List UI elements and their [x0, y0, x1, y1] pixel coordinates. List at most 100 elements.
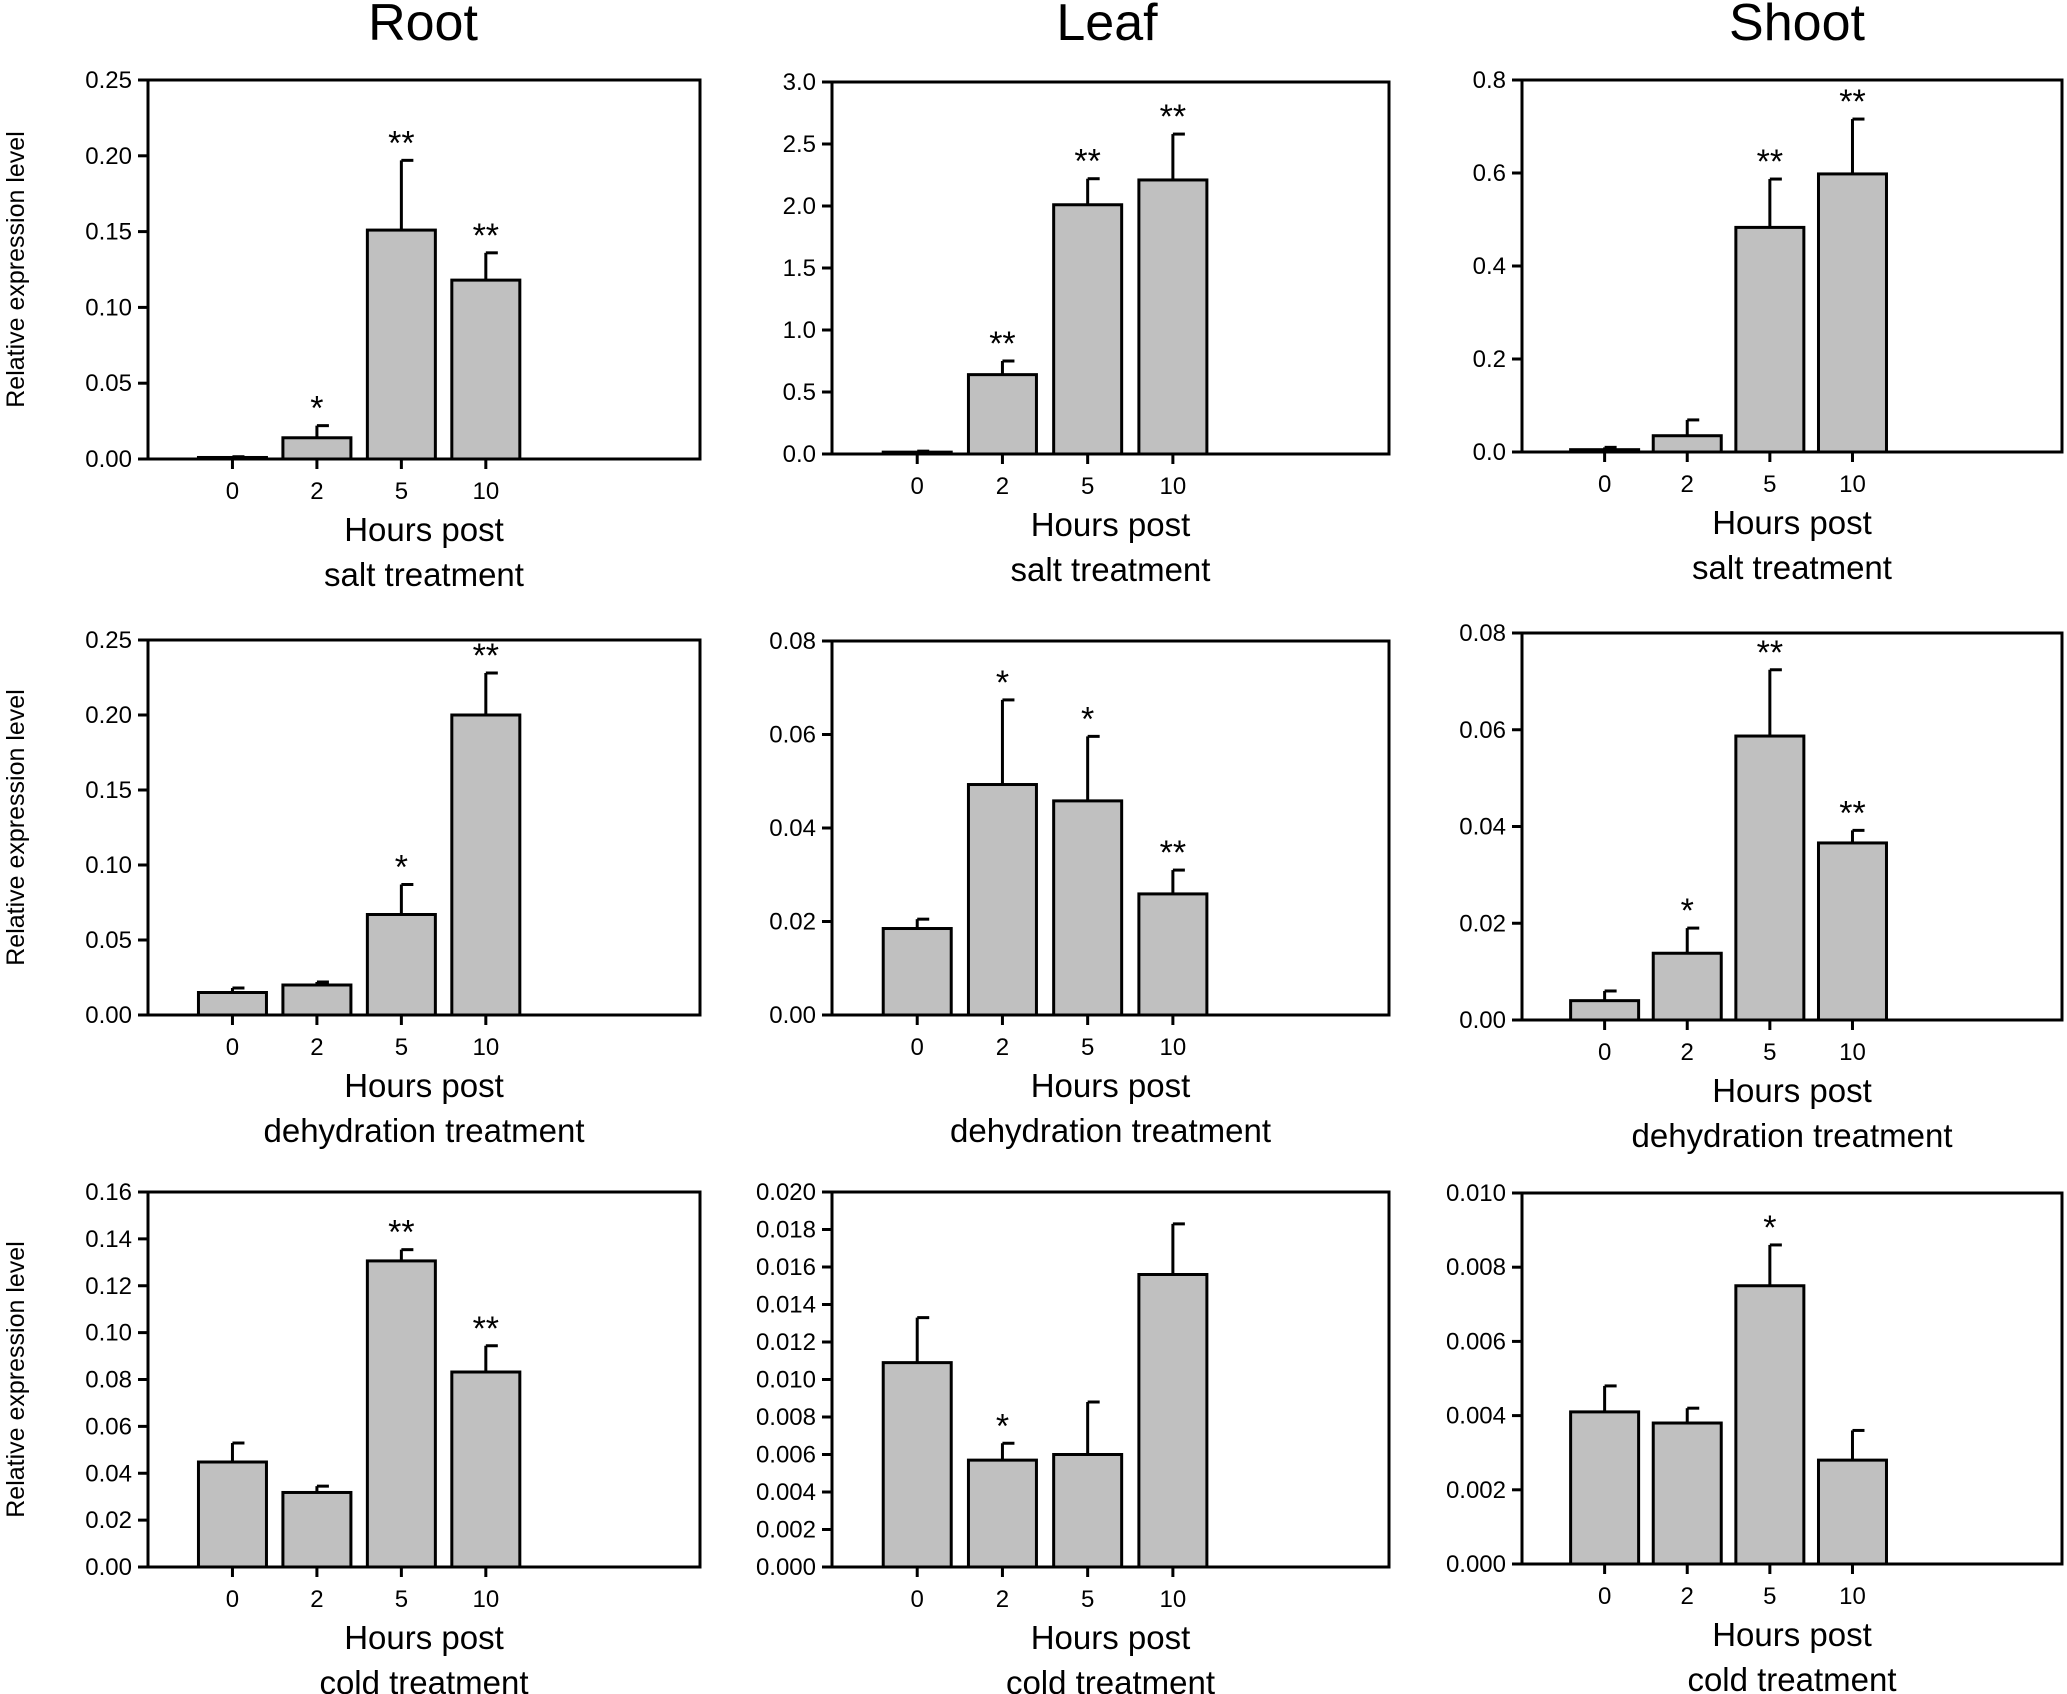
y-tick-label: 0.010 [1446, 1180, 1506, 1207]
y-tick-label: 0.15 [85, 219, 132, 246]
y-axis-label: Relative expression level [2, 131, 30, 408]
bar [365, 228, 437, 461]
y-tick-label: 0.04 [85, 1460, 132, 1487]
x-axis-label-line2: dehydration treatment [1631, 1117, 1952, 1154]
significance-mark: ** [388, 124, 414, 162]
x-tick-label: 5 [1081, 473, 1094, 500]
x-tick-label: 10 [472, 1586, 499, 1613]
plot-frame [830, 639, 1391, 1017]
x-tick-label: 5 [1763, 1039, 1776, 1066]
chart-panel-shoot-salt: 0.0 0.2 0.4 0.6 0.8 0 2 ** 5 ** 10 Hours post salt t… [1473, 67, 2064, 586]
chart-panel-leaf-cold: 0.000 0.002 0.004 0.006 0.008 0.010 0.012 0.014… [756, 1179, 1391, 1694]
bar [1651, 951, 1723, 1022]
bar [1137, 178, 1209, 456]
y-tick-label: 0.4 [1473, 253, 1506, 280]
x-axis-label-line1: Hours post [344, 1067, 504, 1104]
y-tick-label: 0.10 [85, 852, 132, 879]
bar [450, 1370, 522, 1569]
y-tick-label: 0.02 [1459, 910, 1506, 937]
significance-mark: * [310, 390, 323, 428]
significance-mark: ** [473, 217, 499, 255]
y-tick-label: 0.06 [85, 1413, 132, 1440]
y-tick-label: 0.25 [85, 67, 132, 94]
bar [450, 713, 522, 1017]
x-tick-label: 0 [226, 1586, 239, 1613]
y-tick-label: 0.008 [1446, 1254, 1506, 1281]
x-tick-label: 2 [310, 478, 323, 505]
y-tick-label: 0.08 [1459, 620, 1506, 647]
y-tick-label: 0.00 [769, 1002, 816, 1029]
y-tick-label: 0.016 [756, 1254, 816, 1281]
x-axis-label-line1: Hours post [344, 1619, 504, 1656]
y-tick-label: 0.02 [85, 1507, 132, 1534]
bar [1816, 172, 1888, 454]
y-tick-label: 0.0 [783, 441, 816, 468]
column-title-root: Root [368, 0, 478, 52]
bar [1569, 999, 1641, 1022]
panels-container: 0.000.050.100.150.200.250*2**5**10Hours … [2, 67, 2064, 1694]
bar [1052, 203, 1124, 456]
significance-mark: ** [989, 325, 1015, 363]
bar [1816, 841, 1888, 1022]
y-axis-label: Relative expression level [2, 689, 30, 966]
x-tick-label: 0 [226, 1034, 239, 1061]
x-tick-label: 5 [1763, 1583, 1776, 1610]
y-tick-label: 0.0 [1473, 439, 1506, 466]
x-tick-label: 10 [1160, 1586, 1187, 1613]
significance-mark: ** [473, 1310, 499, 1348]
chart-panel-root-cold: 0.00 0.02 0.04 0.06 0.08 0.10 0.12 0.14 0.16 0 2 **… [2, 1179, 702, 1694]
bar [1137, 1273, 1209, 1569]
y-tick-label: 0.008 [756, 1404, 816, 1431]
y-tick-label: 0.006 [1446, 1328, 1506, 1355]
x-tick-label: 10 [472, 1034, 499, 1061]
x-tick-label: 10 [1160, 473, 1187, 500]
chart-panel-root-dehydration: 0.00 0.05 0.10 0.15 0.20 0.25 0 2 * 5 ** 10 Hours po… [2, 627, 702, 1149]
x-axis-label-line2: cold treatment [319, 1664, 528, 1694]
x-tick-label: 2 [996, 473, 1009, 500]
x-tick-label: 5 [1081, 1034, 1094, 1061]
x-axis-label-line2: dehydration treatment [263, 1112, 584, 1149]
x-tick-label: 0 [911, 1586, 924, 1613]
y-tick-label: 0.002 [756, 1517, 816, 1544]
x-axis-label-line2: salt treatment [1011, 551, 1211, 588]
chart-panel-root-salt: 0.00 0.05 0.10 0.15 0.20 0.25 0 * 2 ** 5 ** 10 Hours … [2, 67, 702, 593]
y-tick-label: 0.020 [756, 1179, 816, 1206]
x-axis-label-line1: Hours post [1712, 1072, 1872, 1109]
y-tick-label: 0.02 [769, 909, 816, 936]
y-tick-label: 0.10 [85, 294, 132, 321]
x-tick-label: 2 [310, 1034, 323, 1061]
bar [1569, 1410, 1641, 1566]
x-tick-label: 10 [1839, 471, 1866, 498]
y-tick-label: 0.5 [783, 379, 816, 406]
y-tick-label: 1.0 [783, 317, 816, 344]
significance-mark: * [996, 664, 1009, 702]
y-tick-label: 0.010 [756, 1367, 816, 1394]
x-axis-label-line2: dehydration treatment [950, 1112, 1271, 1149]
bar [1734, 734, 1806, 1022]
x-axis-label-line2: salt treatment [1692, 549, 1892, 586]
x-tick-label: 0 [911, 1034, 924, 1061]
y-tick-label: 0.8 [1473, 67, 1506, 94]
y-tick-label: 0.004 [756, 1479, 816, 1506]
bar [1052, 799, 1124, 1017]
plot-frame [146, 1190, 702, 1569]
x-axis-label-line1: Hours post [1712, 1616, 1872, 1653]
plot-frame [830, 1190, 1391, 1569]
y-tick-label: 0.12 [85, 1273, 132, 1300]
x-axis-label-line1: Hours post [344, 511, 504, 548]
x-axis-label-line1: Hours post [1031, 1067, 1191, 1104]
plot-frame [1520, 631, 2064, 1022]
y-tick-label: 0.10 [85, 1320, 132, 1347]
x-tick-label: 10 [1839, 1583, 1866, 1610]
x-tick-label: 2 [310, 1586, 323, 1613]
x-tick-label: 2 [996, 1586, 1009, 1613]
plot-frame [830, 80, 1391, 456]
bar [365, 1259, 437, 1569]
y-tick-label: 0.012 [756, 1329, 816, 1356]
y-tick-label: 0.06 [769, 722, 816, 749]
significance-mark: * [395, 849, 408, 887]
y-tick-label: 0.14 [85, 1226, 132, 1253]
y-tick-label: 0.000 [1446, 1551, 1506, 1578]
x-tick-label: 0 [1598, 1583, 1611, 1610]
